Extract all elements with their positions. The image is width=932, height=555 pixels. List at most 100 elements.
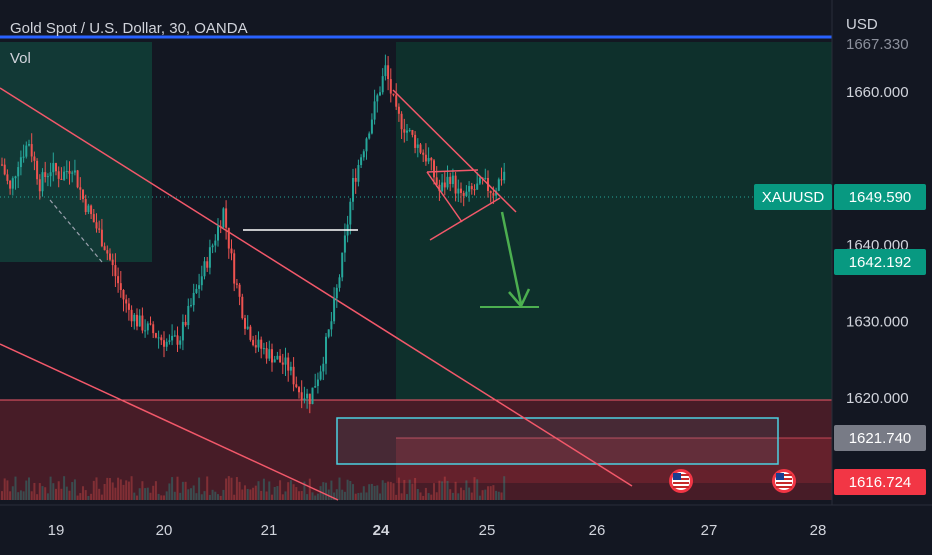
- zone-bottom-badge: 1616.724: [834, 469, 926, 495]
- volume-bar: [333, 492, 336, 500]
- price-tick-top: 1667.330: [846, 36, 909, 53]
- candle: [468, 181, 471, 202]
- volume-bar: [362, 486, 365, 500]
- candle: [395, 83, 398, 110]
- volume-bar: [211, 489, 214, 500]
- volume-bar: [338, 477, 341, 500]
- wedge-left-line[interactable]: [426, 171, 463, 223]
- candle: [30, 133, 33, 163]
- candle: [430, 157, 433, 171]
- volume-bar: [76, 495, 79, 500]
- candle: [500, 167, 503, 186]
- candle: [292, 357, 295, 392]
- volume-bar: [95, 477, 98, 500]
- candle: [306, 388, 309, 409]
- volume-bar: [17, 492, 20, 500]
- candle: [235, 279, 238, 289]
- volume-bar: [33, 482, 36, 500]
- zone-top-badge-text: 1621.740: [849, 430, 912, 447]
- volume-bar: [11, 486, 14, 500]
- candle: [373, 89, 376, 125]
- candle: [281, 353, 284, 375]
- volume-bar: [433, 483, 435, 500]
- candle: [416, 138, 419, 158]
- volume-bar: [287, 482, 290, 500]
- volume-bar: [152, 485, 155, 500]
- time-axis-panel[interactable]: [0, 505, 932, 550]
- volume-bar: [187, 489, 190, 500]
- candle: [92, 208, 95, 223]
- volume-bar: [414, 477, 417, 500]
- candle: [38, 174, 41, 200]
- candle: [3, 158, 6, 176]
- volume-bar: [63, 476, 66, 500]
- volume-bar: [252, 487, 255, 500]
- candle: [449, 172, 452, 192]
- us-flag-icon[interactable]: [669, 469, 693, 493]
- volume-bar: [408, 479, 411, 500]
- time-tick-label: 27: [701, 522, 718, 539]
- volume-bar: [300, 491, 303, 500]
- us-flag-icon[interactable]: [772, 469, 796, 493]
- time-tick-label: 28: [810, 522, 827, 539]
- candle: [327, 329, 330, 339]
- candle: [357, 159, 360, 187]
- triangle-upper-line[interactable]: [392, 89, 517, 213]
- candle: [106, 245, 109, 261]
- candle: [451, 168, 454, 188]
- candle: [389, 68, 392, 103]
- triangle-lower-line[interactable]: [429, 197, 501, 241]
- wedge-upper-line[interactable]: [426, 169, 479, 173]
- candle: [341, 252, 344, 282]
- candle: [397, 103, 400, 122]
- volume-bar: [392, 483, 395, 500]
- candle: [435, 166, 438, 187]
- candle: [119, 271, 122, 298]
- candle: [365, 137, 368, 160]
- candle: [330, 311, 333, 337]
- zone-top-badge: 1621.740: [834, 425, 926, 451]
- descending-trendline-upper[interactable]: [0, 87, 633, 487]
- candle: [138, 309, 141, 327]
- symbol-title[interactable]: Gold Spot / U.S. Dollar, 30, OANDA: [10, 20, 248, 37]
- candle: [473, 184, 476, 196]
- candle: [265, 342, 268, 364]
- candle: [419, 142, 422, 155]
- candle: [117, 267, 120, 293]
- volume-bar: [141, 481, 144, 500]
- volume-bar: [87, 495, 90, 500]
- candle: [98, 220, 101, 233]
- consolidation-box[interactable]: [336, 417, 779, 465]
- candle: [335, 284, 338, 308]
- candle: [497, 177, 500, 192]
- candle: [319, 365, 322, 381]
- volume-bar: [244, 485, 246, 500]
- descending-trendline-lower[interactable]: [0, 343, 339, 501]
- volume-bar: [308, 478, 311, 500]
- candle: [154, 332, 157, 339]
- candle: [165, 338, 168, 351]
- symbol-badge: XAUUSD: [754, 184, 832, 210]
- candle: [262, 342, 265, 355]
- volume-bar: [360, 492, 363, 500]
- candle: [354, 168, 357, 194]
- volume-bar: [122, 484, 125, 500]
- volume-indicator-label[interactable]: Vol: [10, 50, 31, 67]
- volume-bar: [381, 480, 384, 500]
- volume-bar: [203, 491, 206, 500]
- candle: [454, 171, 457, 202]
- volume-bar: [424, 487, 427, 500]
- volume-bar: [430, 494, 433, 500]
- candle: [11, 176, 14, 196]
- price-tick-label: 1630.000: [846, 313, 909, 330]
- volume-bar: [217, 494, 219, 500]
- candle: [252, 335, 255, 347]
- volume-bar: [92, 480, 95, 500]
- candle: [446, 165, 449, 190]
- volume-bar: [222, 489, 225, 500]
- candle: [176, 326, 179, 352]
- candle: [414, 131, 417, 154]
- candle: [214, 234, 217, 253]
